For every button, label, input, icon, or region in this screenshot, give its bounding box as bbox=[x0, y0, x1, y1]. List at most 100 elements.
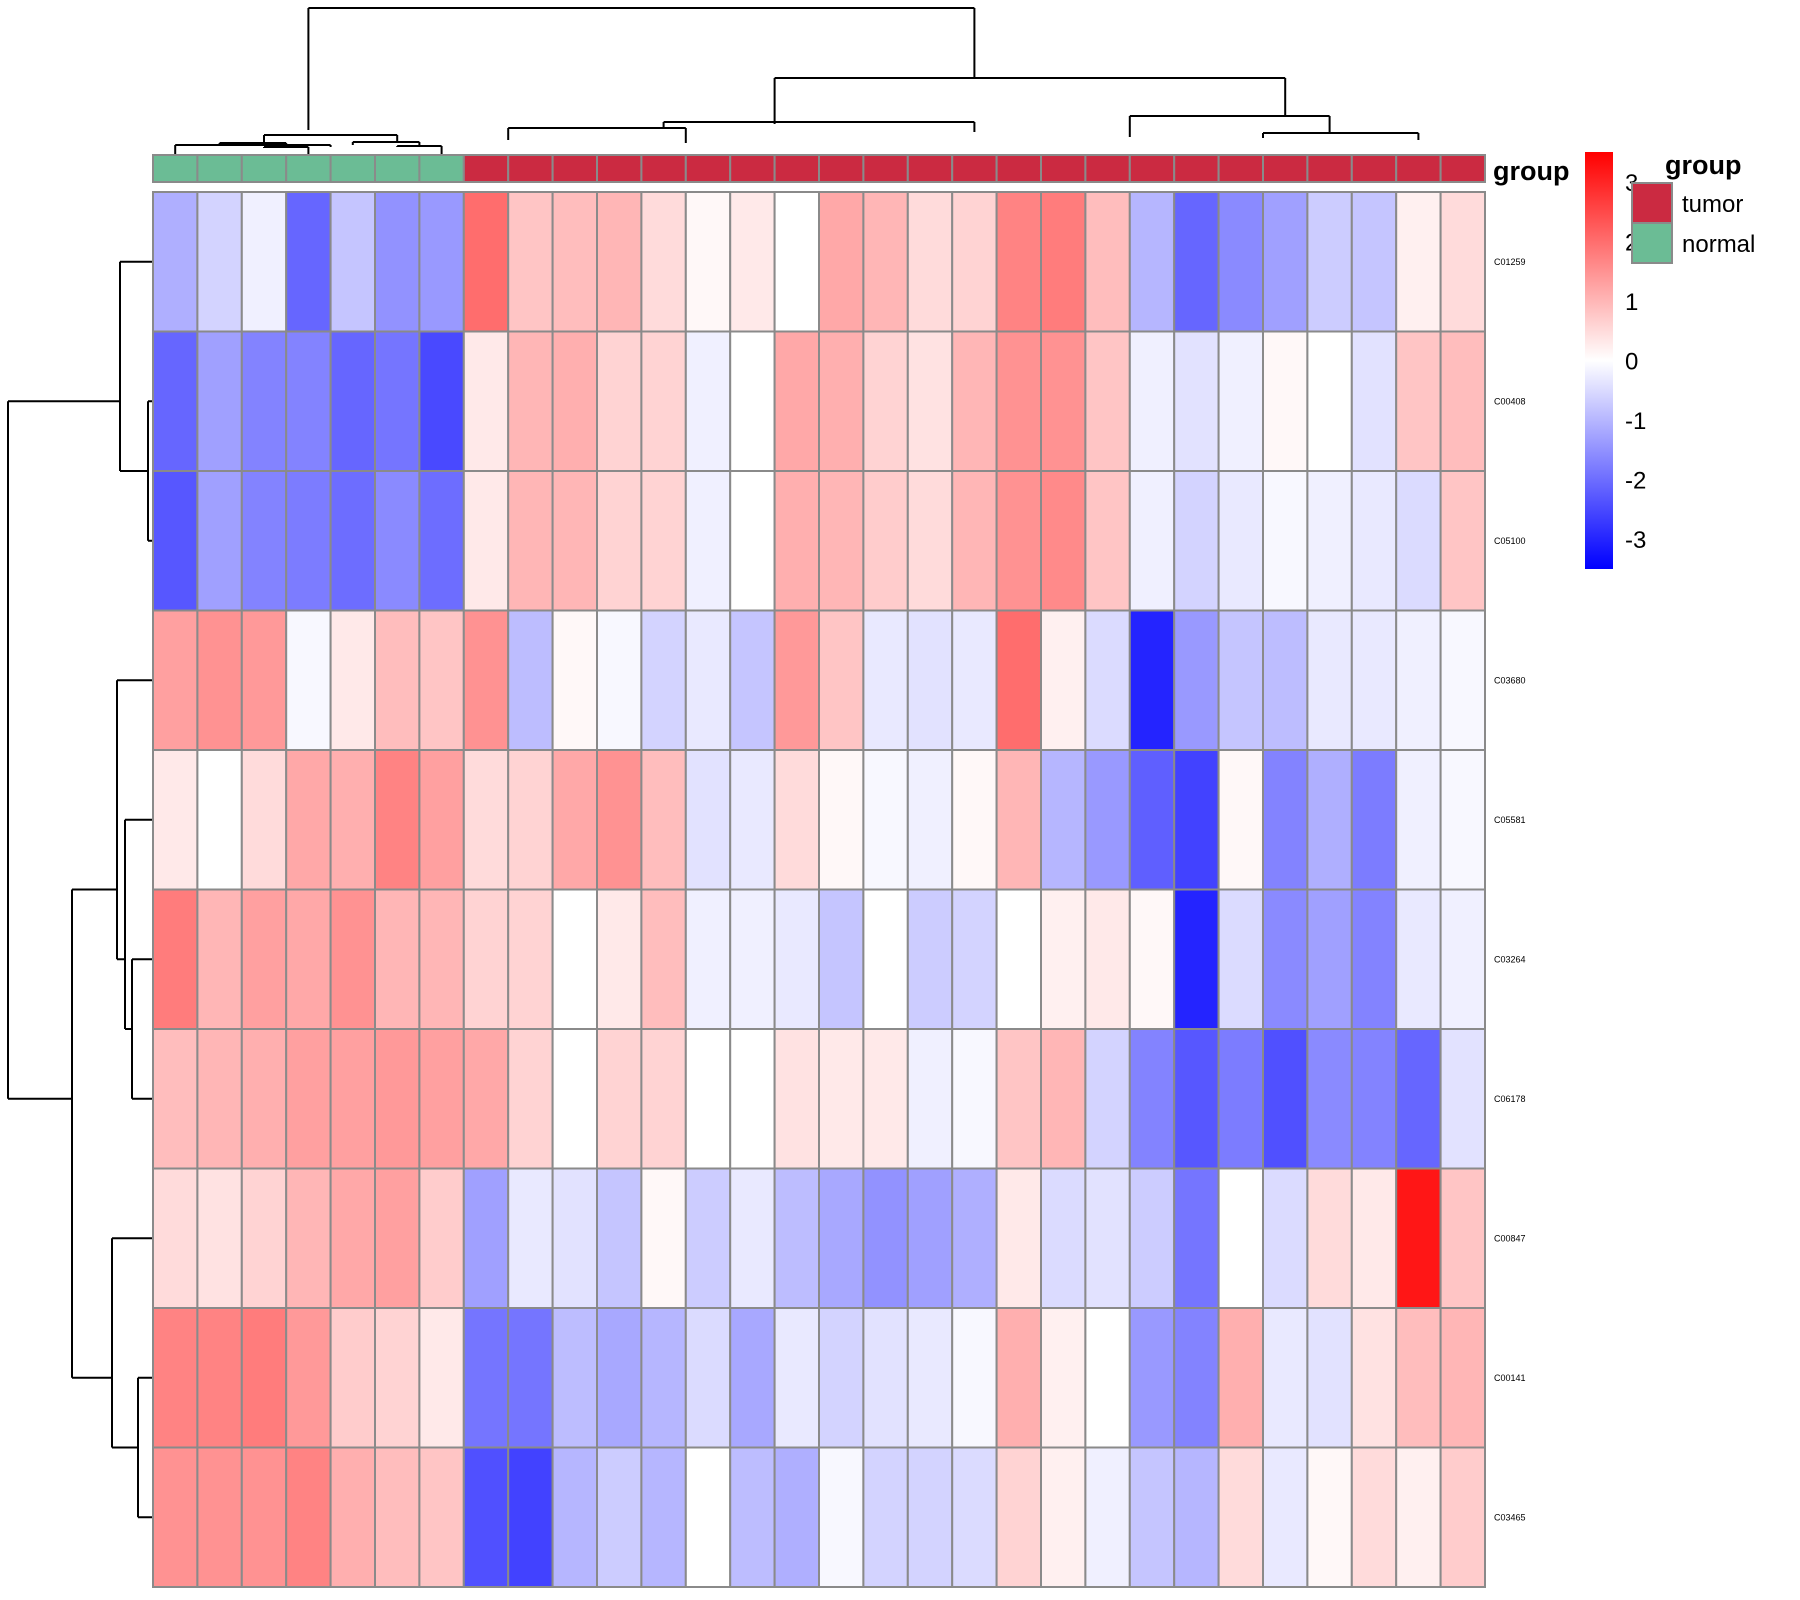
heatmap-cell bbox=[729, 1307, 776, 1449]
heatmap-cell bbox=[1040, 330, 1087, 472]
heatmap-cell bbox=[906, 888, 954, 1030]
heatmap-cell bbox=[1217, 1446, 1264, 1588]
heatmap-cell bbox=[240, 330, 288, 472]
heatmap-cell bbox=[507, 609, 554, 751]
heatmap-cell bbox=[684, 888, 732, 1030]
heatmap-cell bbox=[729, 749, 776, 891]
heatmap-cell bbox=[1262, 888, 1309, 1030]
heatmap-cell bbox=[1040, 609, 1087, 751]
heatmap-cell bbox=[1173, 749, 1220, 891]
group-annotation-cell bbox=[551, 154, 598, 183]
heatmap-cell bbox=[1306, 470, 1353, 612]
heatmap-cell bbox=[1128, 1167, 1176, 1309]
heatmap-cell bbox=[374, 1028, 421, 1170]
heatmap-cell bbox=[507, 330, 554, 472]
heatmap-cell bbox=[1084, 609, 1131, 751]
heatmap-cell bbox=[773, 330, 820, 472]
heatmap-cell bbox=[596, 330, 643, 472]
heatmap-cell bbox=[729, 470, 776, 612]
heatmap-cell bbox=[862, 609, 909, 751]
heatmap-cell bbox=[507, 1307, 554, 1449]
heatmap-cell bbox=[1395, 1028, 1442, 1170]
heatmap-cell bbox=[418, 749, 465, 891]
heatmap-cell bbox=[640, 330, 687, 472]
heatmap-cell bbox=[862, 191, 909, 333]
heatmap-cell bbox=[862, 888, 909, 1030]
heatmap-cell bbox=[951, 1028, 998, 1170]
group-annotation-cell bbox=[1350, 154, 1398, 183]
heatmap-cell bbox=[1040, 1167, 1087, 1309]
group-annotation-cell bbox=[196, 154, 243, 183]
heatmap-cell bbox=[1439, 191, 1486, 333]
heatmap-cell bbox=[507, 470, 554, 612]
heatmap-cell bbox=[862, 330, 909, 472]
heatmap-cell bbox=[240, 1167, 288, 1309]
heatmap-cell bbox=[1128, 191, 1176, 333]
heatmap-cell bbox=[684, 1307, 732, 1449]
heatmap-cell bbox=[640, 888, 687, 1030]
group-annotation-cell bbox=[773, 154, 820, 183]
heatmap-cell bbox=[507, 1028, 554, 1170]
group-annotation-cell bbox=[729, 154, 776, 183]
heatmap-cell bbox=[1173, 1446, 1220, 1588]
heatmap-cell bbox=[1217, 470, 1264, 612]
heatmap-cell bbox=[640, 1307, 687, 1449]
heatmap-cell bbox=[1350, 609, 1398, 751]
heatmap-cell bbox=[418, 1167, 465, 1309]
heatmap-cell bbox=[507, 191, 554, 333]
group-annotation-cell bbox=[818, 154, 865, 183]
heatmap-cell bbox=[640, 749, 687, 891]
heatmap-cell bbox=[906, 609, 954, 751]
heatmap-cell bbox=[551, 1446, 598, 1588]
heatmap-cell bbox=[596, 470, 643, 612]
heatmap-cell bbox=[1128, 330, 1176, 472]
heatmap-cell bbox=[773, 1167, 820, 1309]
heatmap-cell bbox=[462, 191, 510, 333]
group-annotation-track bbox=[152, 154, 1486, 183]
group-annotation-cell bbox=[1439, 154, 1486, 183]
row-label: C03465 bbox=[1494, 1512, 1526, 1522]
heatmap-cell bbox=[196, 749, 243, 891]
heatmap-cell bbox=[196, 1307, 243, 1449]
heatmap-cell bbox=[995, 1446, 1042, 1588]
heatmap-cell bbox=[995, 1028, 1042, 1170]
heatmap-cell bbox=[729, 1167, 776, 1309]
row-dendrogram bbox=[7, 260, 153, 1519]
heatmap-cell bbox=[995, 1307, 1042, 1449]
row-label: C01259 bbox=[1494, 257, 1526, 267]
heatmap-cell bbox=[640, 1446, 687, 1588]
heatmap-cell bbox=[551, 1307, 598, 1449]
heatmap-cell bbox=[1040, 749, 1087, 891]
heatmap-cell bbox=[995, 609, 1042, 751]
heatmap-cell bbox=[1040, 1028, 1087, 1170]
heatmap-cell bbox=[196, 888, 243, 1030]
group-annotation-cell bbox=[152, 154, 199, 183]
group-annotation-cell bbox=[596, 154, 643, 183]
heatmap-cell bbox=[684, 1167, 732, 1309]
group-annotation-cell bbox=[507, 154, 554, 183]
heatmap-cell bbox=[374, 1307, 421, 1449]
heatmap-cell bbox=[862, 1307, 909, 1449]
heatmap-cell bbox=[1128, 470, 1176, 612]
group-legend: group tumor normal bbox=[1631, 150, 1755, 264]
heatmap-cell bbox=[1173, 1028, 1220, 1170]
group-annotation-cell bbox=[1084, 154, 1131, 183]
row-labels: C01259 C00408 C05100 C03680 C05581 C03264 C061… bbox=[1494, 257, 1526, 1523]
colorbar-gradient bbox=[1585, 152, 1613, 569]
heatmap-cell bbox=[1395, 470, 1442, 612]
heatmap-cell bbox=[374, 1167, 421, 1309]
heatmap-cell bbox=[1128, 1446, 1176, 1588]
heatmap-cell bbox=[1350, 1307, 1398, 1449]
heatmap-cell bbox=[374, 888, 421, 1030]
heatmap-cell bbox=[285, 330, 332, 472]
heatmap-cell bbox=[462, 609, 510, 751]
heatmap-cell bbox=[862, 1028, 909, 1170]
heatmap-cell bbox=[374, 609, 421, 751]
heatmap-cell bbox=[729, 330, 776, 472]
group-annotation-cell bbox=[1173, 154, 1220, 183]
heatmap-cell bbox=[1173, 888, 1220, 1030]
heatmap-cells bbox=[152, 191, 1486, 1588]
heatmap-cell bbox=[1084, 1307, 1131, 1449]
heatmap-cell bbox=[906, 1446, 954, 1588]
colorbar-tick-label: -2 bbox=[1625, 468, 1646, 495]
